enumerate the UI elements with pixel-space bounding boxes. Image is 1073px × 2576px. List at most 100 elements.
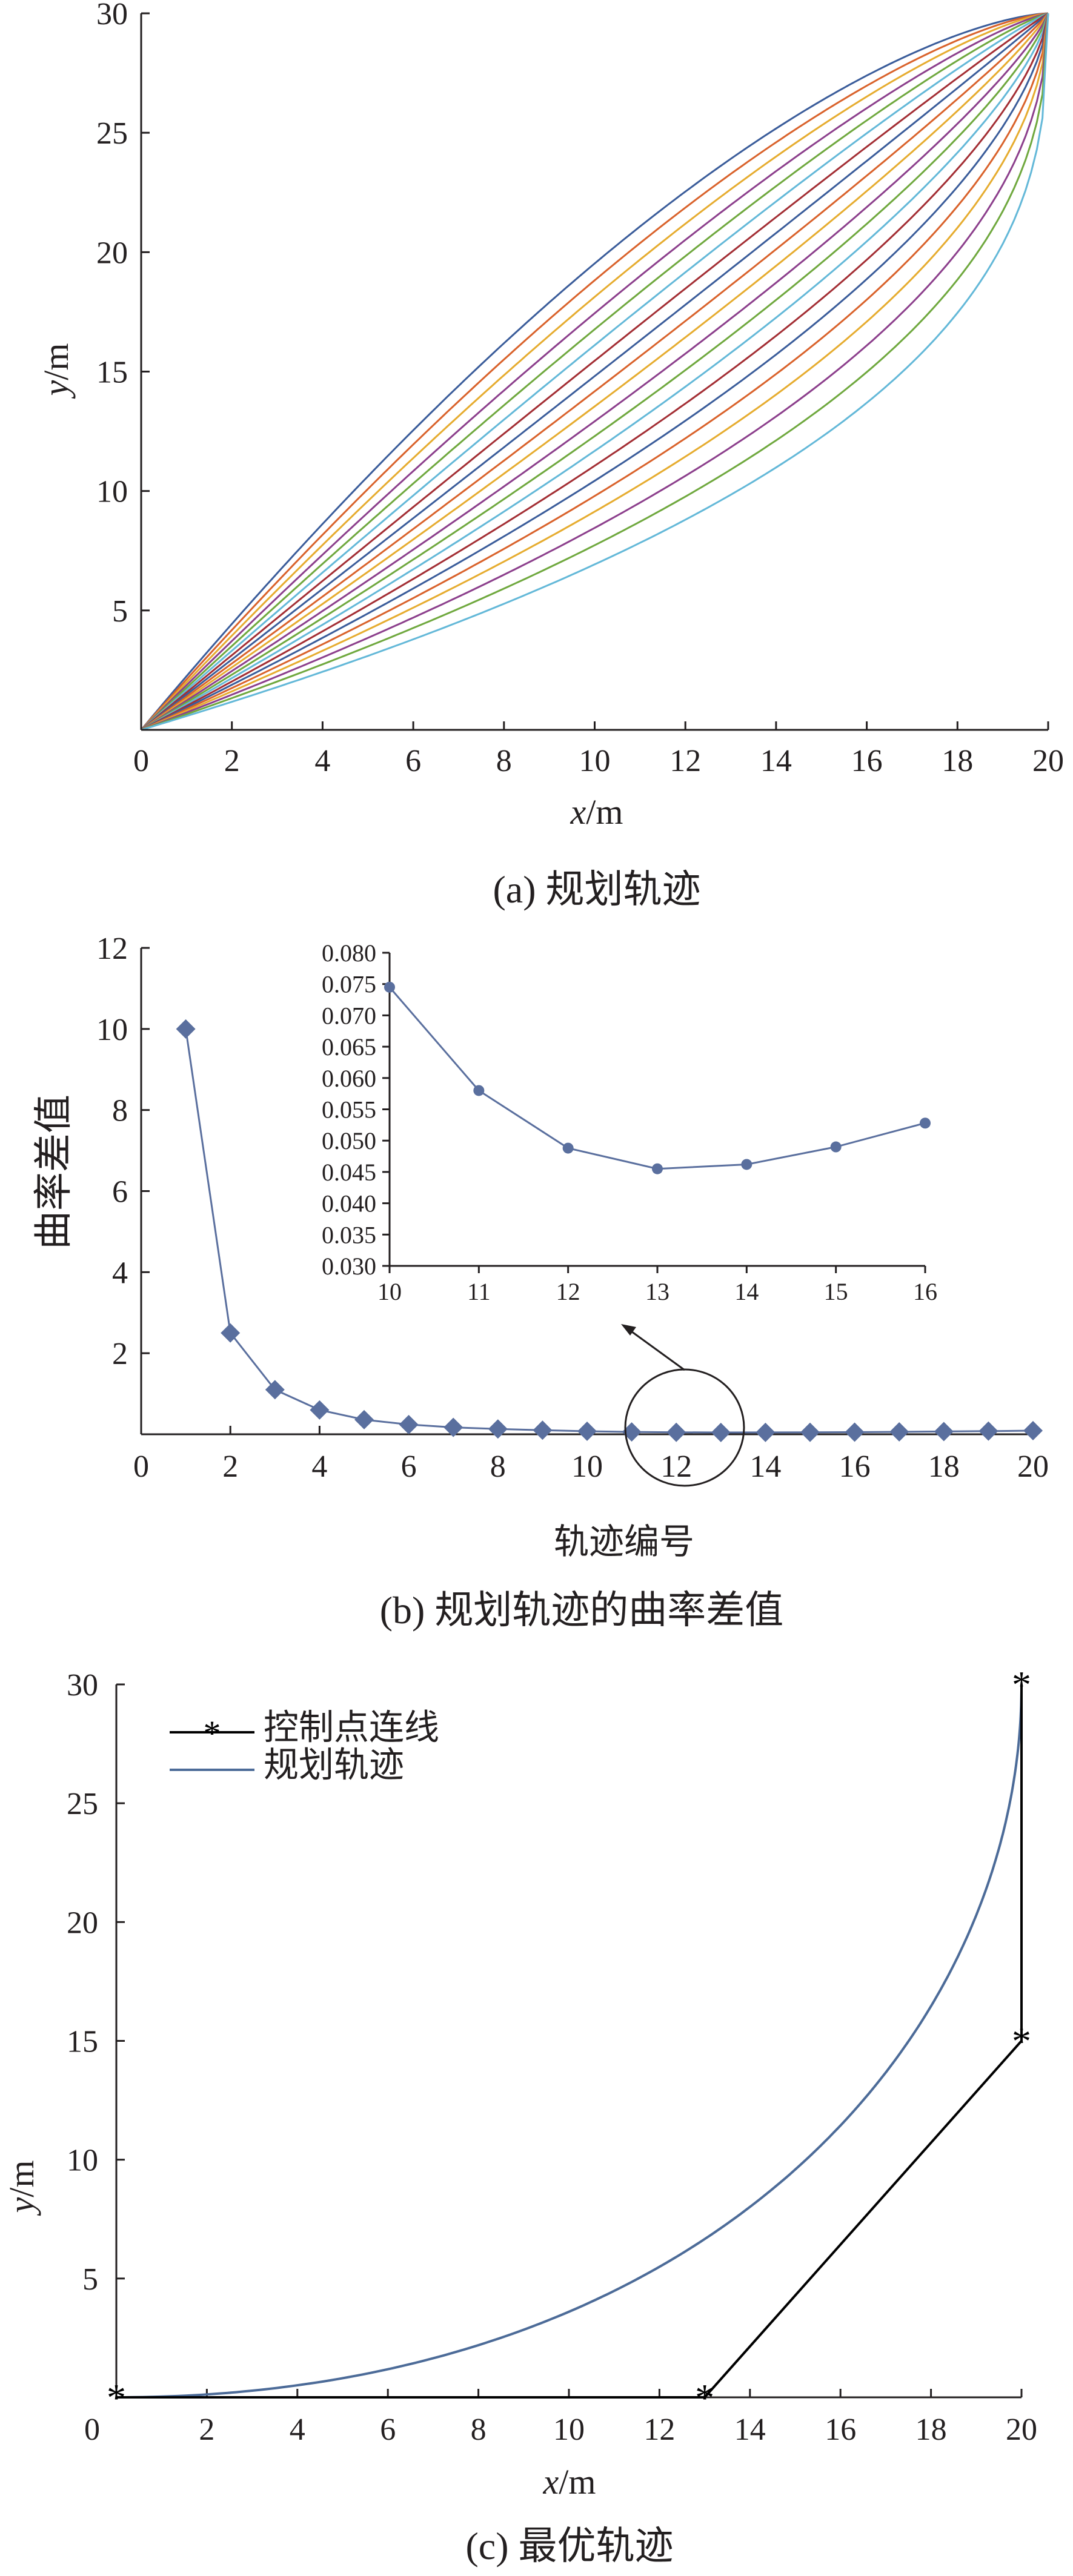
panel-c: 0 2 4 6 8 10 12 14 16 18 20 5 10 15 20 25 30 * * * * * 控制点连…	[2, 1663, 1037, 2568]
a-curve-19	[141, 13, 1049, 731]
b-inset-x-tick-label: 15	[824, 1278, 848, 1305]
c-legend-curve-label: 规划轨迹	[264, 1745, 404, 1784]
b-x-tick-label: 12	[660, 1449, 692, 1484]
b-point-marker	[354, 1409, 374, 1429]
a-x-tick-label: 20	[1032, 744, 1064, 778]
b-point-marker	[533, 1420, 553, 1440]
b-point-marker	[443, 1417, 463, 1437]
c-y-tick-label: 20	[67, 1906, 98, 1940]
b-inset-x-tick-label: 16	[913, 1278, 937, 1305]
c-x-tick-label: 16	[825, 2412, 856, 2447]
b-x-tick-label: 8	[490, 1449, 506, 1484]
a-x-tick-label: 0	[133, 744, 149, 778]
b-inset-x-tick-label: 13	[645, 1278, 669, 1305]
b-inset-x-tick-label: 11	[467, 1278, 491, 1305]
c-x-tick-label: 8	[471, 2412, 487, 2447]
b-inset-point	[652, 1163, 663, 1174]
a-y-axis-label: y/m	[36, 343, 76, 399]
b-inset-point	[384, 981, 395, 993]
a-curve-family	[140, 12, 1049, 731]
b-x-tick-label: 2	[222, 1449, 238, 1484]
a-y-tick-label: 20	[96, 236, 128, 270]
c-x-tick-label: 14	[734, 2412, 766, 2447]
b-inset-point	[473, 1085, 485, 1096]
b-inset-y-tick-label: 0.060	[322, 1065, 376, 1092]
b-y-tick-label: 12	[96, 932, 128, 966]
b-point-marker	[756, 1422, 776, 1442]
b-inset-point	[562, 1142, 574, 1154]
b-series	[176, 1019, 1043, 1442]
b-inset-x-tick-label: 12	[556, 1278, 580, 1305]
b-callout-arrow	[626, 1327, 685, 1371]
c-x-axis-label: x/m	[543, 2462, 596, 2502]
a-y-tick-label: 30	[96, 0, 128, 31]
a-curve-9	[141, 13, 1049, 731]
b-point-marker	[221, 1323, 241, 1343]
a-y-tick-label: 25	[96, 116, 128, 151]
c-y-tick-label: 25	[67, 1787, 98, 1821]
b-inset-y-tick-label: 0.080	[322, 939, 376, 967]
a-y-tick-label: 15	[96, 356, 128, 390]
b-point-marker	[889, 1422, 909, 1442]
a-x-tick-label: 16	[851, 744, 883, 778]
b-inset-y-tick-label: 0.040	[322, 1190, 376, 1217]
b-x-tick-label: 18	[928, 1449, 960, 1484]
b-x-axis-label: 轨迹编号	[554, 1522, 694, 1561]
b-callout-arrowhead	[621, 1324, 636, 1336]
b-inset-y-tick-label: 0.055	[322, 1096, 376, 1124]
a-x-axis-label: x/m	[570, 792, 623, 832]
c-x-tick-label: 12	[643, 2412, 675, 2447]
b-point-marker	[176, 1019, 196, 1039]
b-y-tick-label: 10	[96, 1013, 128, 1047]
a-x-tick-label: 2	[224, 744, 240, 778]
b-inset-y-tick-label: 0.035	[322, 1221, 376, 1248]
c-y-tick-label: 10	[67, 2144, 98, 2178]
a-curve-4	[140, 12, 1049, 731]
a-x-tick-label: 18	[942, 744, 973, 778]
a-x-tick-label: 4	[314, 744, 330, 778]
b-point-marker	[310, 1400, 330, 1420]
a-curve-13	[141, 13, 1049, 731]
c-legend-control-label: 控制点连线	[264, 1707, 439, 1747]
b-inset: 10 11 12 13 14 15 16 0.030 0.035 0.040 0.045 0.050 0…	[322, 939, 937, 1305]
c-axes: 0 2 4 6 8 10 12 14 16 18 20 5 10 15 20 25 30	[67, 1668, 1037, 2447]
c-x-tick-label: 4	[290, 2412, 305, 2447]
c-legend: * 控制点连线 规划轨迹	[170, 1707, 439, 1784]
b-inset-y-tick-label: 0.065	[322, 1033, 376, 1061]
c-caption: (c) 最优轨迹	[465, 2525, 673, 2568]
b-x-tick-label: 16	[839, 1449, 871, 1484]
a-curve-15	[141, 13, 1049, 731]
b-x-tick-label: 20	[1017, 1449, 1049, 1484]
b-inset-point	[920, 1117, 931, 1129]
a-curve-14	[141, 13, 1049, 731]
b-point-marker	[488, 1419, 508, 1439]
b-point-marker	[845, 1422, 865, 1442]
b-inset-y-tick-label: 0.045	[322, 1159, 376, 1186]
b-x-tick-label: 14	[749, 1449, 781, 1484]
a-curve-5	[140, 12, 1049, 731]
c-y-tick-label: 15	[67, 2025, 98, 2059]
a-curve-12	[141, 13, 1049, 731]
b-point-marker	[1023, 1420, 1043, 1440]
a-axes: 0 2 4 6 8 10 12 14 16 18 20 5 10 15 20 25 30	[96, 0, 1064, 778]
a-y-tick-label: 10	[96, 475, 128, 509]
b-inset-y-tick-label: 0.050	[322, 1127, 376, 1154]
c-x-tick-label: 20	[1006, 2412, 1037, 2447]
c-y-axis-label: y/m	[2, 2160, 41, 2216]
b-inset-point	[741, 1159, 752, 1170]
a-x-tick-label: 10	[579, 744, 611, 778]
b-point-marker	[399, 1414, 419, 1434]
c-x-tick-label: 10	[553, 2412, 585, 2447]
a-x-tick-label: 6	[405, 744, 421, 778]
c-lines: * * * *	[107, 1663, 1031, 2419]
a-curve-2	[140, 12, 1049, 731]
b-series-line	[185, 1028, 1034, 1434]
c-y-tick-label: 5	[82, 2262, 98, 2297]
a-curve-8	[141, 12, 1049, 731]
a-curve-1	[140, 12, 1049, 730]
b-point-marker	[978, 1421, 998, 1441]
b-caption: (b) 规划轨迹的曲率差值	[380, 1589, 784, 1632]
b-point-marker	[800, 1422, 820, 1442]
a-curve-7	[141, 12, 1049, 731]
